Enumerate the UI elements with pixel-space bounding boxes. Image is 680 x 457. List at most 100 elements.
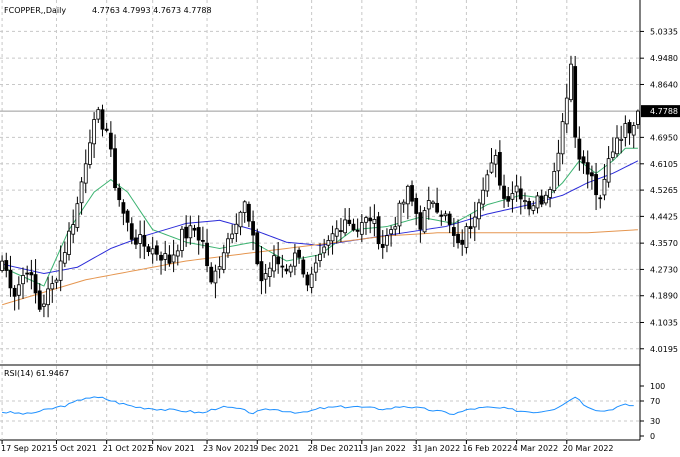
- candle: [192, 224, 197, 238]
- candle: [242, 200, 247, 223]
- axes: 5.0335 4.9480 4.8640 4.6950 4.6105 4.5265 4.44…: [1, 27, 680, 453]
- candle-body: [414, 197, 419, 214]
- candle: [58, 245, 63, 292]
- candle-body: [485, 174, 490, 192]
- candle: [631, 122, 636, 149]
- candle-body: [246, 203, 251, 222]
- candle-body: [451, 227, 456, 236]
- candle: [297, 247, 301, 264]
- candle: [246, 201, 251, 227]
- candle-body: [129, 223, 134, 240]
- candle-body: [175, 250, 180, 257]
- candle: [163, 240, 168, 271]
- candle: [301, 256, 306, 278]
- candle: [12, 285, 17, 311]
- candle: [272, 245, 276, 278]
- candle: [636, 109, 640, 129]
- candle-body: [636, 110, 640, 125]
- ohlc-header: 4.7763 4.7993 4.7673 4.7788: [92, 6, 212, 15]
- candle: [602, 163, 607, 201]
- candle: [226, 232, 230, 258]
- candle: [422, 207, 427, 234]
- candle: [71, 209, 76, 243]
- candle-body: [376, 216, 381, 245]
- candle-body: [460, 239, 465, 245]
- candle: [33, 259, 38, 304]
- candle-body: [134, 237, 138, 245]
- candle: [100, 104, 105, 137]
- candle-body: [313, 262, 318, 273]
- grid: [0, 0, 641, 441]
- candle: [209, 262, 214, 285]
- candle: [96, 106, 101, 123]
- candle: [569, 55, 573, 103]
- candle: [326, 235, 331, 256]
- candle-body: [527, 201, 532, 210]
- candle-body: [456, 233, 460, 244]
- candle: [405, 184, 410, 220]
- candle: [477, 198, 481, 230]
- candle-body: [192, 227, 197, 231]
- candle: [456, 219, 460, 249]
- candle: [372, 204, 377, 237]
- candle-body: [200, 239, 205, 242]
- candle: [309, 266, 314, 294]
- current-price-box: [641, 105, 680, 118]
- candle-body: [284, 268, 289, 272]
- price-tick-label: 4.5265: [650, 186, 678, 195]
- candle-body: [29, 272, 34, 276]
- candle: [543, 191, 548, 206]
- candle-body: [502, 185, 506, 199]
- candle: [42, 294, 46, 318]
- candle-body: [125, 210, 130, 223]
- candle-body: [305, 274, 310, 286]
- candle: [502, 174, 506, 208]
- candle: [590, 165, 594, 190]
- candle-body: [489, 162, 494, 173]
- price-tick-label: 4.1035: [650, 318, 678, 327]
- candle-body: [293, 252, 297, 267]
- candle-body: [610, 151, 615, 159]
- candle-body: [577, 138, 582, 160]
- candle-body: [514, 185, 519, 193]
- candle: [322, 238, 327, 258]
- candle: [159, 251, 163, 275]
- candle: [62, 241, 67, 268]
- candle-body: [276, 256, 281, 265]
- candle-body: [372, 219, 377, 224]
- candle-body: [569, 63, 573, 101]
- candle-body: [585, 162, 590, 175]
- candle: [523, 192, 527, 210]
- candle-body: [573, 66, 578, 138]
- candle-body: [50, 283, 55, 290]
- candle: [255, 228, 260, 266]
- candle-body: [590, 172, 594, 177]
- candle: [339, 218, 343, 243]
- symbol-label: FCOPPER,,Daily: [4, 6, 66, 15]
- candle-body: [497, 152, 502, 186]
- candle: [113, 134, 117, 191]
- time-tick-label: 23 Nov 2021: [203, 444, 254, 453]
- candle-body: [364, 217, 368, 223]
- candle-body: [518, 188, 523, 200]
- candle-body: [159, 254, 163, 261]
- candle-body: [385, 235, 389, 246]
- candle-body: [468, 226, 473, 230]
- candle-body: [213, 270, 218, 284]
- candle: [518, 176, 523, 215]
- candle: [259, 246, 264, 295]
- candle: [552, 162, 557, 194]
- candle-body: [83, 163, 88, 184]
- candle-body: [217, 266, 222, 270]
- candle: [138, 220, 143, 259]
- candle-body: [196, 227, 201, 241]
- price-tick-label: 4.8640: [650, 80, 678, 89]
- candle-body: [288, 265, 293, 273]
- candle: [284, 264, 289, 275]
- candle-body: [380, 243, 385, 248]
- candle-body: [543, 194, 548, 204]
- rsi-label: RSI(14) 61.9467: [4, 369, 69, 378]
- candle-body: [472, 216, 477, 228]
